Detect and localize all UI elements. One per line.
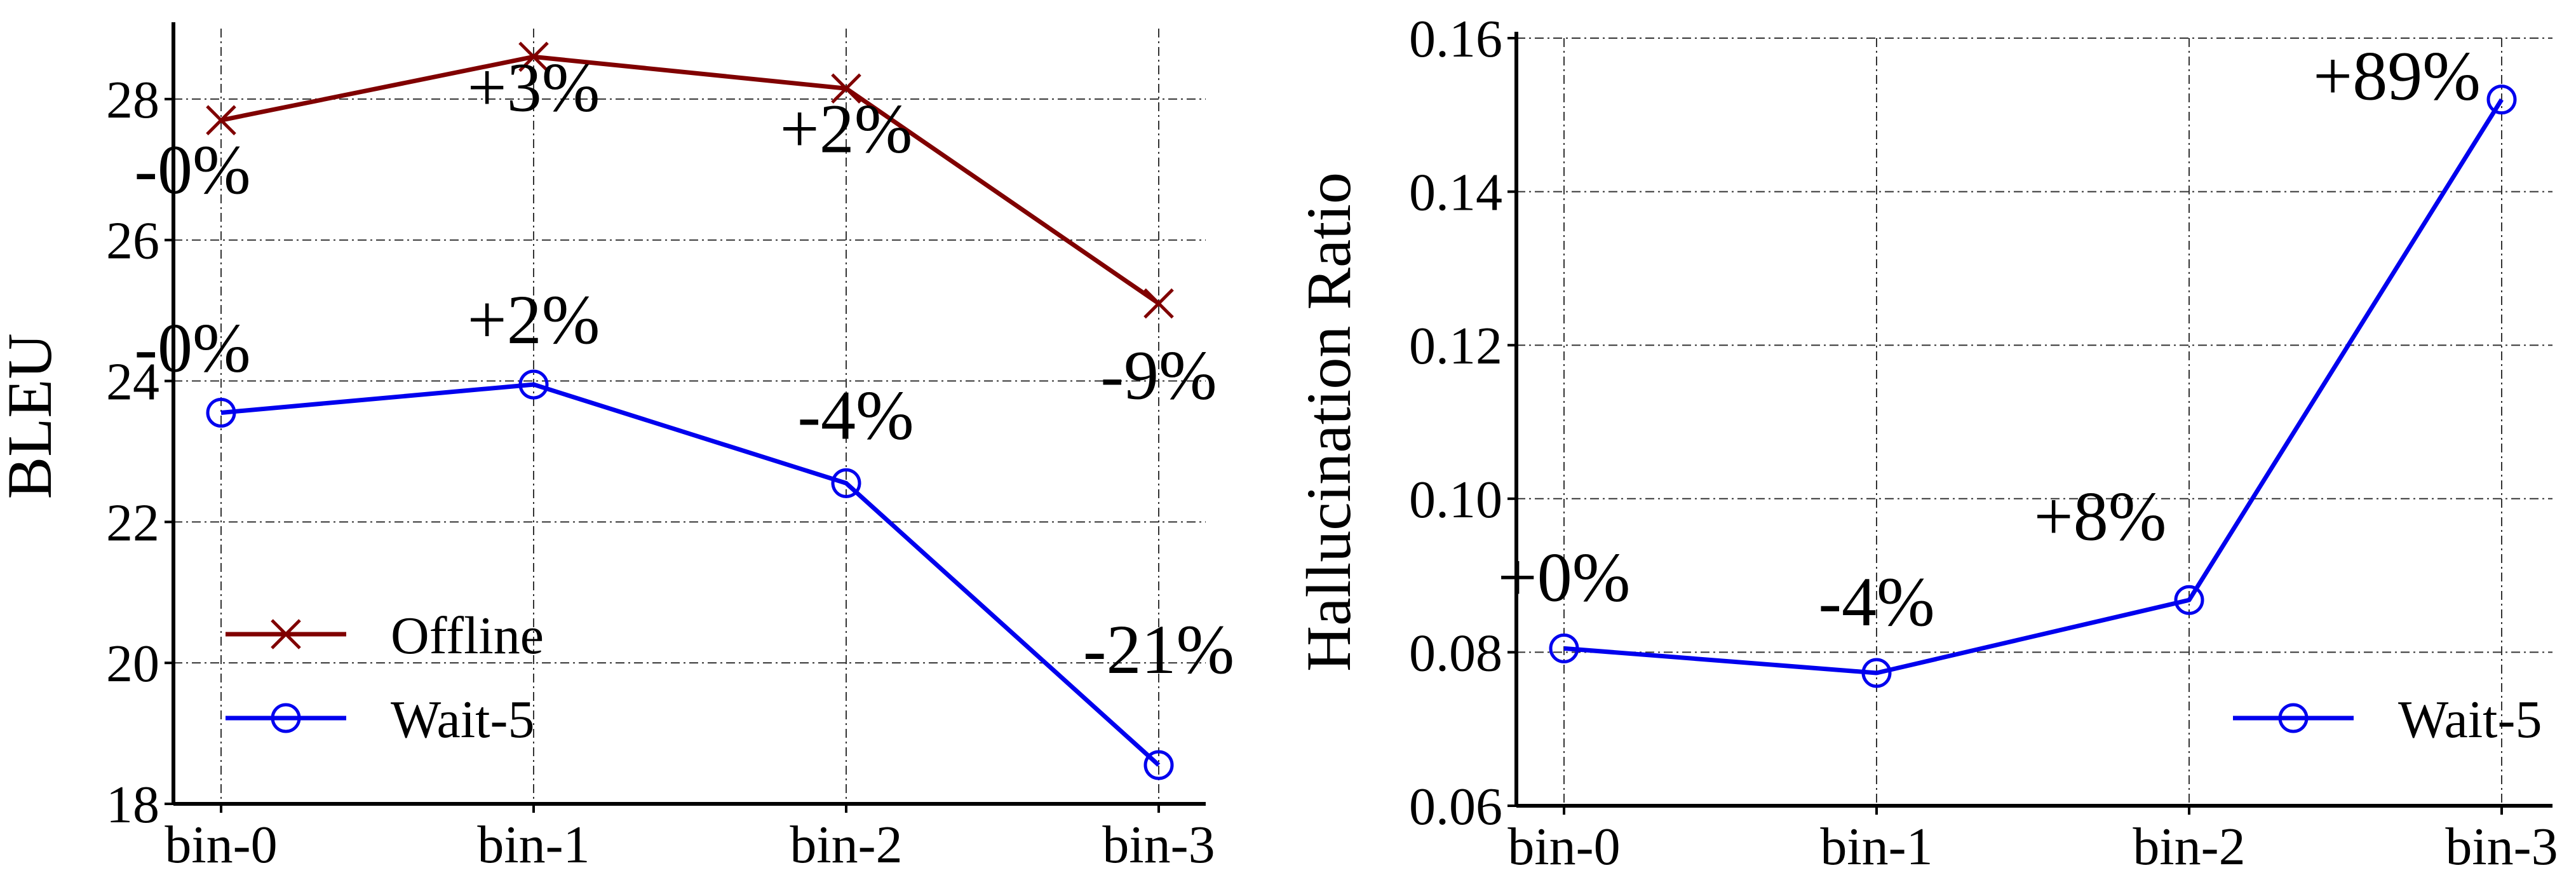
y-tick-label: 26 [106, 212, 159, 271]
data-label: -0% [134, 309, 250, 386]
data-point [518, 369, 549, 400]
data-label: +89% [2313, 37, 2481, 115]
y-tick-label: 0.06 [1409, 777, 1502, 836]
data-label: -4% [797, 376, 914, 454]
y-tick-label: 24 [106, 353, 159, 412]
data-label: +2% [468, 281, 600, 358]
data-label: +0% [1498, 538, 1631, 616]
x-tick-label: bin-1 [1820, 817, 1932, 876]
data-label: +8% [2034, 477, 2167, 555]
data-point [831, 73, 861, 104]
data-label: -0% [134, 131, 250, 208]
x-tick-label: bin-0 [165, 815, 277, 874]
series-line [220, 54, 1160, 306]
y-tick-label: 20 [106, 634, 159, 693]
legend-label: Wait-5 [2398, 690, 2542, 749]
y-tick-label: 0.12 [1409, 316, 1502, 376]
y-tick-label: 0.10 [1409, 470, 1502, 529]
data-point [831, 468, 861, 498]
y-tick-label: 0.08 [1409, 623, 1502, 682]
x-tick-label: bin-2 [2133, 817, 2245, 876]
data-point [1549, 633, 1579, 663]
legend-marker [271, 619, 301, 649]
data-point [2486, 85, 2517, 115]
y-tick-label: 28 [106, 71, 159, 130]
series-line [1563, 98, 2504, 675]
x-tick-label: bin-0 [1507, 817, 1620, 876]
data-label: -9% [1100, 337, 1217, 414]
legend-marker [271, 703, 301, 733]
data-point [518, 41, 549, 72]
data-label: +2% [780, 90, 913, 167]
data-point [1861, 658, 1892, 688]
y-tick-label: 18 [106, 775, 159, 834]
x-tick-label: bin-2 [790, 815, 902, 874]
x-tick-label: bin-3 [1102, 815, 1215, 874]
y-tick-label: 22 [106, 493, 159, 552]
legend-label: Offline [391, 606, 544, 665]
y-tick-label: 0.14 [1409, 163, 1502, 222]
x-tick-label: bin-3 [2445, 817, 2558, 876]
data-point [206, 397, 236, 428]
y-tick-label: 0.16 [1409, 10, 1502, 69]
series-line [220, 382, 1161, 767]
legend-marker [2278, 703, 2309, 733]
legend-label: Wait-5 [391, 690, 535, 749]
y-axis-label: BLEU [0, 333, 65, 499]
data-point [206, 105, 236, 135]
y-axis-label: Hallucination Ratio [1293, 172, 1364, 672]
data-label: -21% [1083, 611, 1234, 688]
data-point [1143, 750, 1174, 780]
data-point [1143, 288, 1174, 319]
x-tick-label: bin-1 [477, 815, 590, 874]
data-label: +3% [468, 48, 600, 126]
bleu-panel: 18 20 22 24 26 28 bin-0 bin-1 bin-2 bin-3 BLEU -0% +… [0, 22, 1234, 874]
data-point [2174, 585, 2204, 615]
data-label: -4% [1818, 563, 1934, 641]
hallucination-panel: 0.06 0.08 0.10 0.12 0.14 0.16 bin-0 bin-1 bin-2 b… [1293, 10, 2558, 876]
